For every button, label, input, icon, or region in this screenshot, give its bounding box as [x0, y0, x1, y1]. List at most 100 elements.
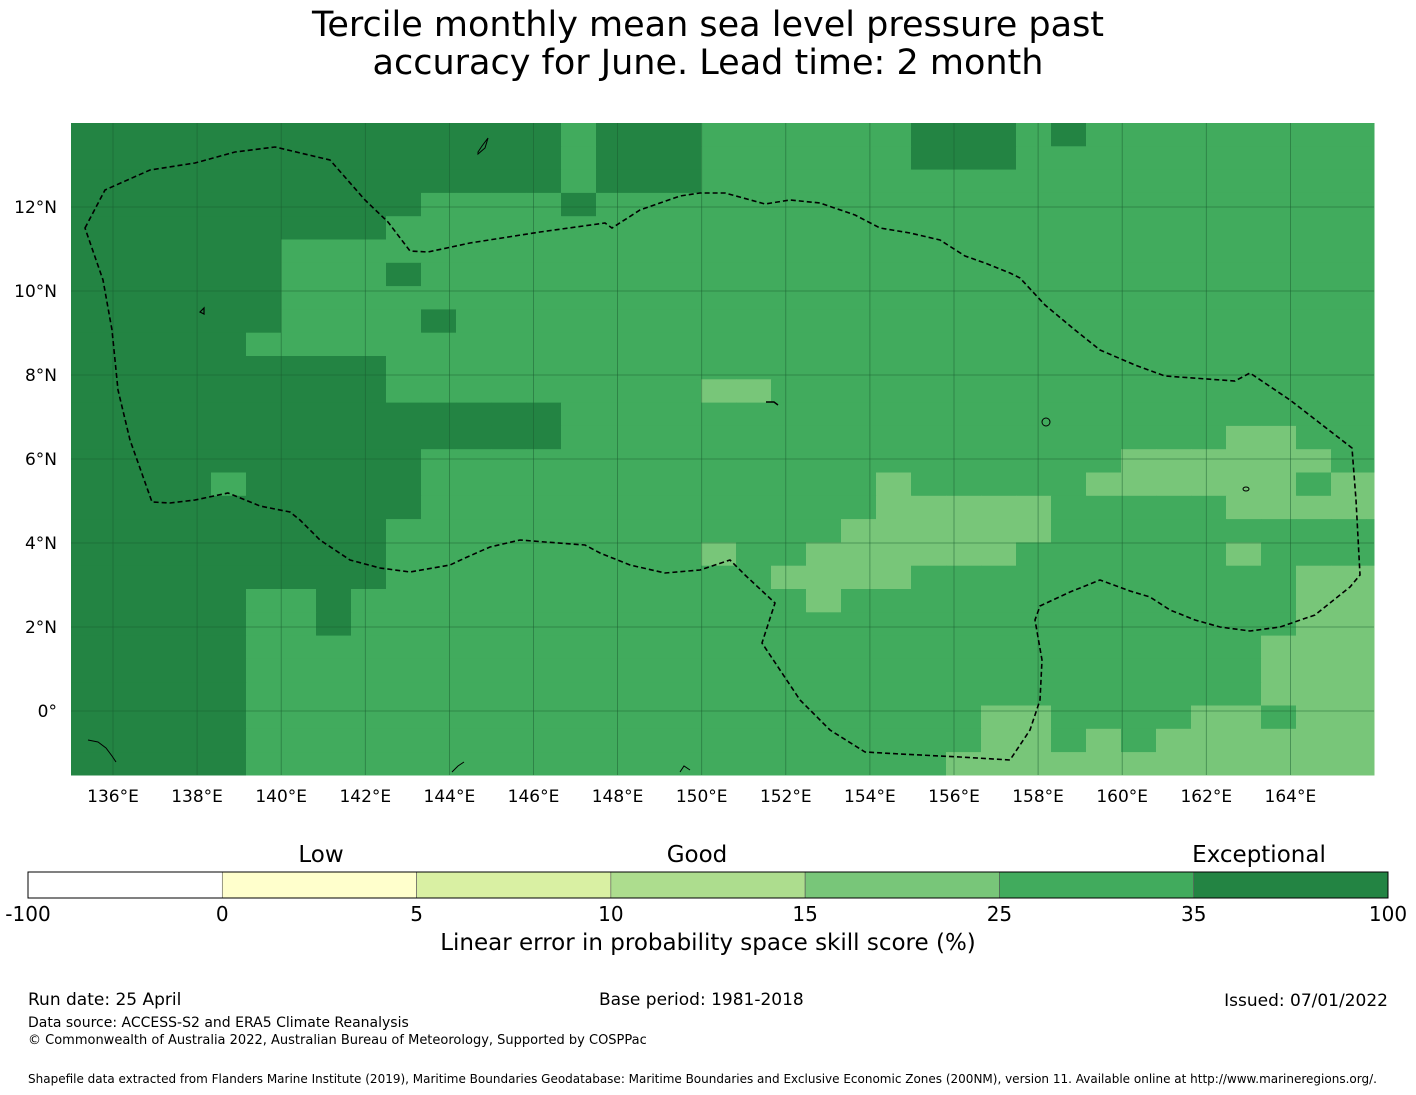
skill-cell	[1296, 658, 1332, 683]
skill-cell	[1226, 402, 1262, 427]
skill-cell	[386, 542, 422, 567]
skill-cell	[421, 565, 457, 590]
skill-cell	[491, 472, 527, 497]
skill-cell	[981, 495, 1017, 520]
skill-cell	[1296, 728, 1332, 753]
skill-cell	[491, 262, 527, 287]
skill-cell	[526, 146, 562, 171]
skill-cell	[841, 239, 877, 264]
skill-cell	[1086, 565, 1122, 590]
skill-cell	[596, 379, 632, 404]
lon-tick-label: 148°E	[592, 787, 644, 807]
skill-cell	[421, 239, 457, 264]
skill-cell	[701, 449, 737, 473]
skill-cell	[1226, 332, 1262, 357]
lon-tick-label: 160°E	[1096, 787, 1148, 807]
skill-cell	[666, 682, 702, 706]
skill-cell	[1121, 262, 1157, 287]
skill-cell	[421, 495, 457, 520]
skill-cell	[246, 472, 282, 497]
skill-cell	[246, 449, 282, 473]
skill-cell	[71, 542, 107, 567]
skill-cell	[666, 356, 702, 380]
skill-cell	[736, 239, 772, 264]
skill-cell	[351, 356, 387, 380]
skill-cell	[771, 239, 807, 264]
skill-cell	[1331, 589, 1367, 613]
skill-cell	[876, 379, 912, 404]
skill-cell	[1296, 239, 1332, 264]
skill-cell	[1366, 728, 1375, 753]
skill-cell	[246, 379, 282, 404]
skill-cell	[631, 216, 667, 240]
skill-cell	[176, 379, 212, 404]
skill-cell	[1296, 565, 1332, 590]
skill-cell	[631, 472, 667, 497]
skill-cell	[1086, 682, 1122, 706]
skill-cell	[736, 262, 772, 287]
skill-cell	[316, 612, 352, 637]
skill-cell	[1261, 192, 1297, 217]
skill-cell	[666, 286, 702, 310]
skill-cell	[771, 635, 807, 660]
skill-cell	[1086, 612, 1122, 637]
skill-cell	[1191, 309, 1227, 334]
skill-cell	[1366, 495, 1375, 520]
skill-cell	[1296, 192, 1332, 217]
skill-cell	[1191, 192, 1227, 217]
skill-cell	[1086, 146, 1122, 171]
skill-cell	[981, 216, 1017, 240]
skill-cell	[1121, 402, 1157, 427]
skill-cell	[631, 635, 667, 660]
skill-cell	[841, 286, 877, 310]
skill-cell	[456, 589, 492, 613]
skill-cell	[771, 309, 807, 334]
skill-cell	[386, 682, 422, 706]
skill-cell	[176, 589, 212, 613]
skill-cell	[1331, 682, 1367, 706]
skill-cell	[771, 705, 807, 730]
skill-cell	[876, 565, 912, 590]
skill-cell	[561, 495, 597, 520]
skill-cell	[946, 612, 982, 637]
skill-cell	[1261, 286, 1297, 310]
skill-cell	[1016, 542, 1052, 567]
skill-cell	[1331, 286, 1367, 310]
skill-cell	[246, 589, 282, 613]
skill-cell	[981, 239, 1017, 264]
skill-cell	[1261, 402, 1297, 427]
skill-cell	[1086, 192, 1122, 217]
colorbar-segment	[416, 871, 612, 899]
skill-cell	[946, 425, 982, 450]
skill-cell	[701, 239, 737, 264]
skill-cell	[491, 589, 527, 613]
skill-cell	[421, 542, 457, 567]
skill-cell	[71, 635, 107, 660]
colorbar-label: Linear error in probability space skill …	[440, 930, 976, 956]
skill-cell	[771, 169, 807, 194]
skill-cell	[176, 728, 212, 753]
skill-cell	[246, 635, 282, 660]
lon-tick-label: 136°E	[87, 787, 139, 807]
skill-cell	[876, 449, 912, 473]
skill-cell	[1051, 635, 1087, 660]
skill-cell	[456, 309, 492, 334]
skill-cell	[1121, 449, 1157, 473]
skill-cell	[946, 472, 982, 497]
skill-cell	[876, 472, 912, 497]
skill-cell	[911, 565, 947, 590]
skill-cell	[631, 192, 667, 217]
skill-cell	[246, 123, 282, 147]
skill-cell	[1331, 635, 1367, 660]
skill-cell	[806, 752, 842, 776]
skill-cell	[246, 425, 282, 450]
skill-cell	[841, 356, 877, 380]
skill-cell	[456, 216, 492, 240]
skill-cell	[631, 495, 667, 520]
skill-cell	[141, 589, 177, 613]
skill-cell	[71, 286, 107, 310]
skill-cell	[71, 262, 107, 287]
skill-cell	[596, 519, 632, 543]
skill-cell	[1191, 705, 1227, 730]
skill-cell	[211, 356, 247, 380]
